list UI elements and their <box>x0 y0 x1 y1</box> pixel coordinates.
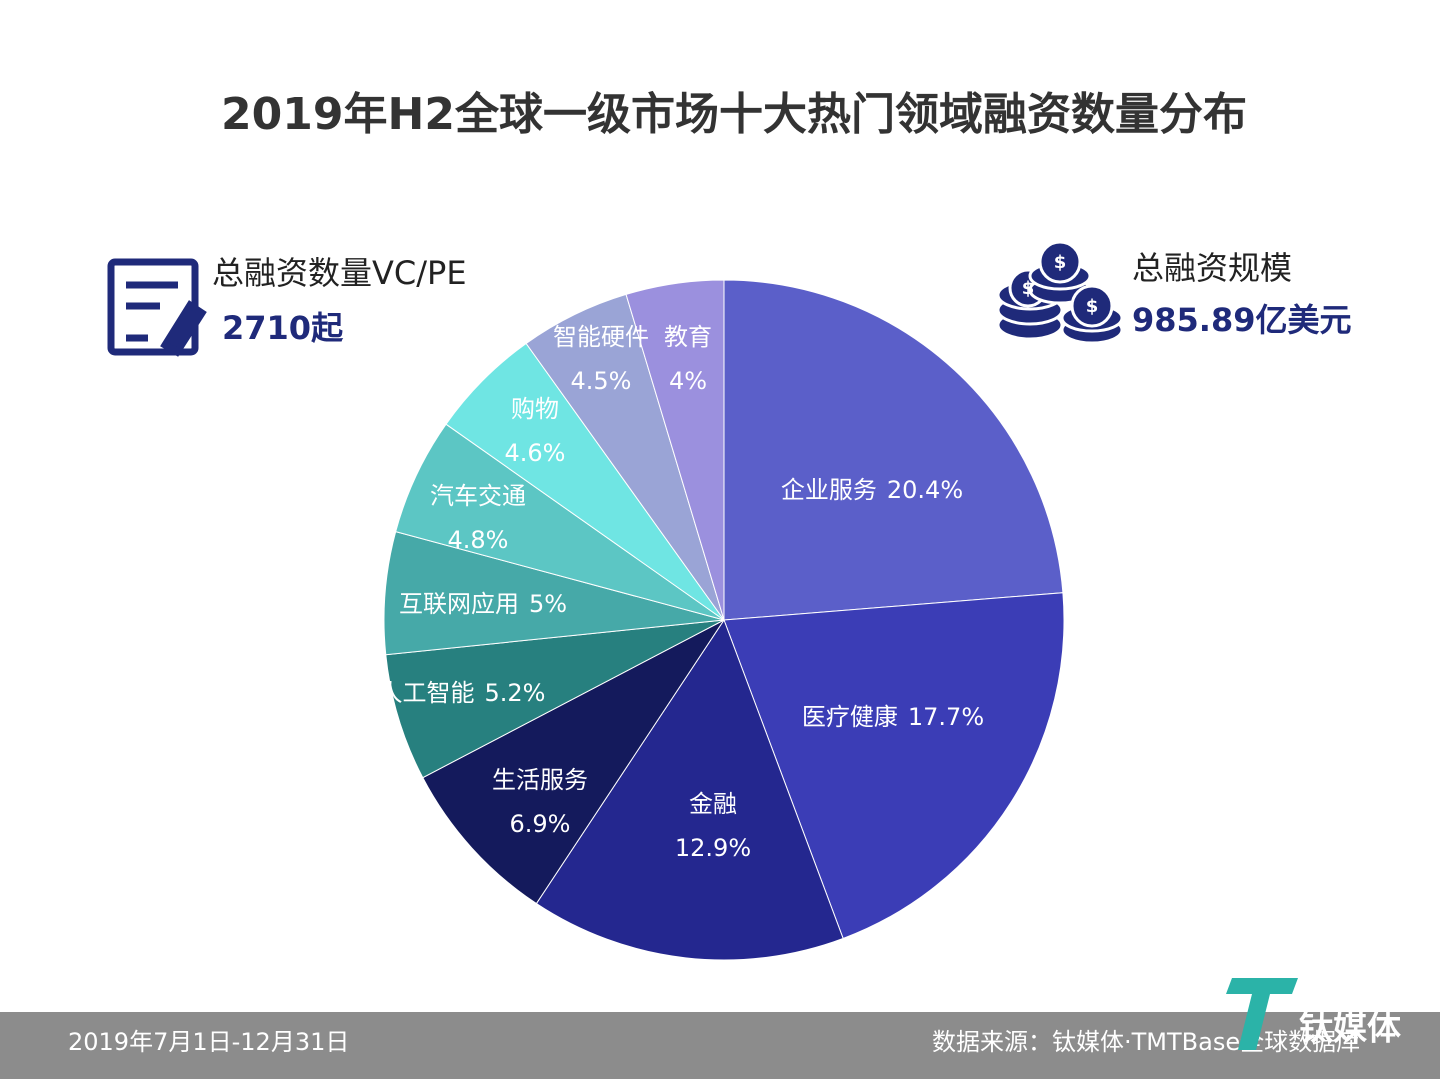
logo-brand: 钛媒体 <box>1299 1009 1401 1049</box>
svg-text:$: $ <box>1022 278 1035 299</box>
value-label: 4% <box>669 367 707 395</box>
category-name: 互联网应用 <box>399 590 519 618</box>
category-name: 教育 <box>664 323 712 351</box>
count-value: 2710起 <box>222 309 344 347</box>
value-label: 4.6% <box>505 439 566 467</box>
slice-label: 汽车交通 4.8% <box>430 482 526 554</box>
category-name: 汽车交通 <box>430 482 526 510</box>
pie-slice <box>723 592 1065 940</box>
value-label: 4.8% <box>448 526 509 554</box>
value-label: 12.9% <box>675 834 751 862</box>
logo-sub: TMTPOST <box>1326 988 1399 1006</box>
footer-date: 2019年7月1日-12月31日 <box>68 1028 349 1056</box>
category-name: 智能硬件 <box>553 323 649 351</box>
pie: 企业服务 20.4% 医疗健康 17.7% 金融 12.9% 生活服务 6.9% 人工智能 5.2… <box>379 279 1065 961</box>
value-label: 17.7% <box>908 703 984 731</box>
footer-bar <box>0 1012 1440 1079</box>
slice-label: 购物 4.6% <box>505 395 566 467</box>
amount-value: 985.89亿美元 <box>1132 301 1352 339</box>
slice-label: 人工智能 5.2% <box>379 679 546 707</box>
coins-icon <box>996 240 1124 345</box>
slice-label: 企业服务 20.4% <box>781 476 963 504</box>
pie-slice <box>383 530 725 656</box>
category-name: 购物 <box>511 395 559 423</box>
amount-label: 总融资规模 <box>1132 249 1292 287</box>
pie-slice <box>625 279 725 621</box>
value-label: 6.9% <box>510 810 571 838</box>
slice-label: 金融 12.9% <box>675 790 751 862</box>
value-label: 5% <box>529 590 567 618</box>
pie-slice <box>385 619 725 779</box>
category-name: 医疗健康 <box>802 703 898 731</box>
pie-slice <box>723 279 1064 621</box>
pie-slice <box>422 619 725 905</box>
count-label: 总融资数量VC/PE <box>212 254 467 292</box>
category-name: 金融 <box>689 790 737 818</box>
value-label: 4.5% <box>571 367 632 395</box>
slice-label: 智能硬件 4.5% <box>553 323 649 395</box>
category-name: 人工智能 <box>379 679 475 707</box>
chart-title: 2019年H2全球一级市场十大热门领域融资数量分布 <box>221 89 1247 140</box>
coin-signs: $ $ $ <box>1022 252 1099 317</box>
value-label: 5.2% <box>485 679 546 707</box>
slice-label: 医疗健康 17.7% <box>802 703 984 731</box>
logo: TMTPOST 钛媒体 <box>1226 978 1401 1050</box>
category-name: 生活服务 <box>492 766 588 794</box>
value-label: 20.4% <box>887 476 963 504</box>
document-icon <box>107 258 207 357</box>
pie-slice <box>535 618 844 961</box>
svg-text:$: $ <box>1054 252 1067 273</box>
footer-source: 数据来源：钛媒体·TMTBase全球数据库 <box>932 1028 1360 1056</box>
svg-text:$: $ <box>1086 296 1099 317</box>
slice-label: 生活服务 6.9% <box>492 766 588 838</box>
slice-label: 教育 4% <box>664 323 712 395</box>
category-name: 企业服务 <box>781 476 877 504</box>
slice-label: 互联网应用 5% <box>399 590 567 618</box>
